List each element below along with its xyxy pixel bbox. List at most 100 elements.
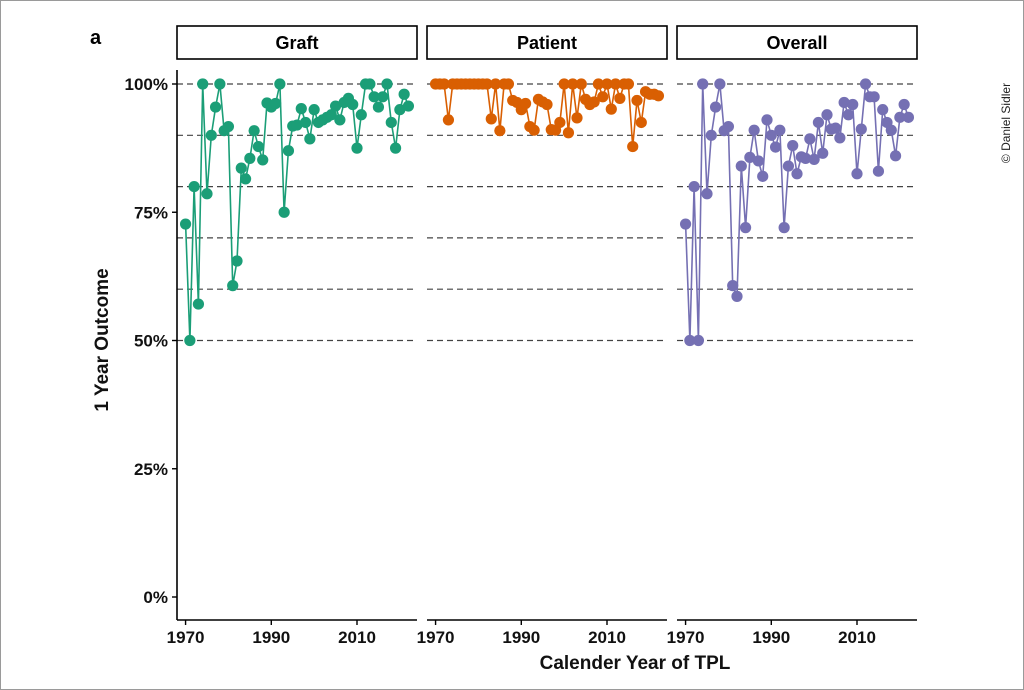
data-point xyxy=(295,103,307,115)
data-point xyxy=(731,290,743,302)
data-point xyxy=(808,153,820,166)
panel-overall: Overall xyxy=(676,25,918,621)
data-point xyxy=(829,122,842,134)
y-tick-label: 100% xyxy=(125,75,168,94)
y-axis: 0% 25% 50% 75% 100% xyxy=(125,70,178,620)
data-point xyxy=(705,129,717,141)
x-tick-label: 1970 xyxy=(417,628,455,647)
data-point xyxy=(372,101,385,113)
panel-strip xyxy=(426,25,668,60)
panel-strip xyxy=(176,25,418,60)
data-point xyxy=(709,101,722,113)
data-point xyxy=(192,298,205,310)
data-point xyxy=(752,155,765,167)
data-point xyxy=(528,124,540,136)
data-point xyxy=(635,116,647,129)
data-point xyxy=(209,101,222,113)
data-point xyxy=(257,154,269,166)
x-tick-label: 1990 xyxy=(502,628,540,647)
panels: Graft Patient Overall xyxy=(176,25,918,621)
data-point xyxy=(364,78,376,90)
data-point xyxy=(541,98,553,111)
data-point xyxy=(308,104,320,116)
data-point xyxy=(269,97,282,110)
data-point xyxy=(774,124,786,136)
x-tick-label: 1990 xyxy=(752,628,790,647)
data-point xyxy=(834,132,846,144)
data-point xyxy=(197,78,209,90)
x-tick-label: 1990 xyxy=(252,628,290,647)
panel-title: Overall xyxy=(766,33,827,53)
data-point xyxy=(201,188,213,200)
data-point xyxy=(847,98,859,111)
data-point xyxy=(214,78,226,90)
data-point xyxy=(442,114,455,126)
data-point xyxy=(519,97,532,110)
data-point xyxy=(389,142,402,154)
data-point xyxy=(304,133,316,145)
data-point xyxy=(894,111,906,123)
panel-title: Graft xyxy=(275,33,318,53)
data-point xyxy=(679,218,692,230)
data-point xyxy=(688,181,700,193)
x-axis: 1970 1990 2010 1970 1990 2010 1970 1990 2010 xyxy=(167,620,876,647)
data-point xyxy=(799,152,812,164)
data-point xyxy=(782,160,795,172)
data-point xyxy=(438,78,450,90)
data-point xyxy=(601,78,613,90)
data-point xyxy=(627,140,639,153)
data-point xyxy=(757,170,769,182)
data-point xyxy=(567,78,579,90)
series-line-patient xyxy=(435,81,659,147)
panel-graft: Graft xyxy=(176,25,418,621)
data-point xyxy=(692,334,705,347)
data-point xyxy=(714,78,726,90)
data-point xyxy=(588,96,600,108)
data-point xyxy=(179,218,192,230)
data-point xyxy=(398,88,410,100)
data-point xyxy=(381,78,393,90)
data-point xyxy=(761,114,773,126)
data-point xyxy=(821,109,833,121)
data-point xyxy=(239,173,252,185)
data-point xyxy=(859,78,872,90)
data-point xyxy=(274,78,286,90)
data-point xyxy=(347,98,359,111)
data-point xyxy=(329,100,342,112)
data-point xyxy=(877,104,889,116)
data-point xyxy=(605,103,617,115)
data-point xyxy=(282,145,295,157)
data-point xyxy=(502,78,515,90)
data-point xyxy=(299,116,312,129)
copyright-text: © Daniel Sidler xyxy=(999,83,1013,163)
data-point xyxy=(614,92,626,104)
data-point xyxy=(722,120,735,133)
data-point xyxy=(231,255,243,267)
data-point xyxy=(571,112,583,124)
data-point xyxy=(575,78,587,90)
panel-patient: Patient xyxy=(426,25,668,621)
data-point xyxy=(855,123,867,135)
data-point xyxy=(851,168,863,180)
data-point xyxy=(739,222,752,234)
data-point xyxy=(622,78,635,90)
data-point xyxy=(744,151,756,163)
data-point xyxy=(735,160,747,172)
data-point xyxy=(481,78,493,90)
data-point xyxy=(842,109,855,121)
data-point xyxy=(485,113,497,125)
x-tick-label: 2010 xyxy=(338,628,376,647)
data-point xyxy=(684,334,696,347)
data-point xyxy=(562,127,575,139)
x-tick-label: 2010 xyxy=(838,628,876,647)
data-point xyxy=(248,125,260,137)
data-point xyxy=(252,140,265,153)
data-point xyxy=(609,78,622,90)
data-point xyxy=(592,78,605,90)
data-point xyxy=(291,119,303,131)
data-point xyxy=(227,280,239,292)
data-point xyxy=(812,116,825,129)
x-tick-label: 1970 xyxy=(167,628,205,647)
y-tick-label: 0% xyxy=(143,588,168,607)
data-point xyxy=(489,78,502,90)
